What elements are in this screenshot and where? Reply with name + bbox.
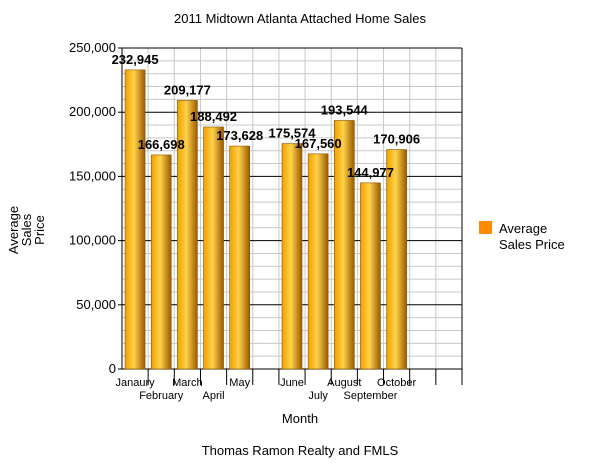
- data-label: 144,977: [347, 165, 394, 180]
- bar: [360, 182, 381, 370]
- legend-swatch: [479, 221, 492, 234]
- y-tick-label: 100,000: [69, 233, 116, 248]
- bar: [229, 145, 250, 370]
- y-tick-label: 0: [109, 361, 116, 376]
- y-tick-label: 200,000: [69, 104, 116, 119]
- data-label: 167,560: [295, 136, 342, 151]
- legend-label: Average: [499, 221, 547, 236]
- y-axis-label-line: Average: [6, 206, 21, 254]
- x-tick-label: August: [327, 377, 361, 389]
- x-tick-label: February: [139, 390, 184, 402]
- y-tick-label: 250,000: [69, 40, 116, 55]
- x-tick-label: July: [308, 390, 328, 402]
- y-axis-ticks: 0 50,000 100,000 150,000 200,000 250,000: [69, 40, 122, 376]
- data-label: 209,177: [164, 82, 211, 97]
- x-tick-label: September: [344, 390, 398, 402]
- bar: [150, 154, 172, 370]
- chart-title: 2011 Midtown Atlanta Attached Home Sales: [174, 11, 426, 26]
- bar: [124, 69, 146, 370]
- data-label: 166,698: [138, 137, 185, 152]
- x-tick-label: April: [203, 390, 225, 402]
- data-label: 193,544: [321, 102, 369, 117]
- bar: [281, 143, 303, 370]
- data-label: 170,906: [373, 132, 420, 147]
- x-axis-label: Month: [282, 411, 318, 426]
- bar: [177, 100, 198, 370]
- data-label: 188,492: [190, 109, 237, 124]
- y-tick-label: 150,000: [69, 168, 116, 183]
- data-label: 232,945: [112, 52, 159, 67]
- x-tick-label: Janaury: [116, 377, 156, 389]
- bar: [203, 126, 224, 370]
- x-tick-label: May: [229, 377, 250, 389]
- legend-label: Sales Price: [499, 237, 565, 252]
- x-tick-label: June: [280, 377, 304, 389]
- chart-source-footer: Thomas Ramon Realty and FMLS: [202, 443, 399, 458]
- data-labels: 232,945 166,698 209,177 188,492 173,628 175,5…: [112, 52, 421, 180]
- x-tick-label: October: [377, 377, 416, 389]
- y-axis-label-line: Sales: [19, 213, 34, 246]
- bars: [124, 69, 407, 370]
- y-axis-label-line: Price: [32, 215, 47, 245]
- bar: [386, 149, 407, 370]
- y-tick-label: 50,000: [76, 297, 116, 312]
- x-tick-label: March: [172, 377, 203, 389]
- bar: [307, 153, 329, 370]
- bar: [334, 120, 355, 370]
- data-label: 175,574: [269, 126, 317, 141]
- data-label: 173,628: [216, 128, 263, 143]
